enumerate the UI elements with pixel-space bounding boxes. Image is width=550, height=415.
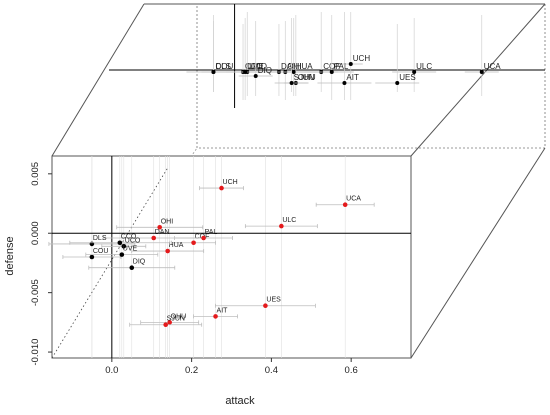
data-point-label: HUA	[169, 242, 184, 249]
top-point-label: COU	[215, 62, 233, 71]
box-frame	[51, 3, 546, 359]
diagonal-reference-line	[51, 167, 169, 359]
top-point	[479, 70, 484, 74]
data-point-label: DIQ	[133, 259, 146, 266]
box-edge-top-left	[51, 3, 145, 157]
axes: attack defense 0.0 0.2 0.4 0.6 0.005 0.000 -0.…	[4, 162, 358, 407]
y-tick-label: 0.005	[30, 162, 41, 186]
top-point-label: UES	[399, 73, 415, 82]
top-point-label: UCA	[484, 62, 502, 71]
data-point	[165, 248, 170, 254]
data-point	[263, 303, 268, 309]
top-point	[329, 70, 334, 74]
top-point	[291, 70, 296, 74]
x-tick-label: 0.2	[185, 365, 198, 376]
top-point-label: CCO	[245, 62, 263, 71]
x-tick-label: 0.6	[345, 365, 358, 376]
data-point	[342, 202, 348, 208]
data-point	[89, 254, 95, 260]
top-point-label: OHI	[287, 62, 301, 71]
data-point	[117, 240, 123, 246]
x-tick-label: 0.0	[105, 365, 118, 376]
data-point-label: UCA	[346, 196, 361, 203]
front-panel: UCHUCAULCOHIDANCOFPALHUADLSCCOUCOCOUUVED…	[48, 156, 411, 359]
data-point-label: PAL	[205, 229, 218, 236]
top-point	[253, 74, 258, 78]
y-tick-label: 0.000	[30, 221, 41, 245]
data-point-label: UCH	[223, 179, 238, 186]
top-projection-panel: UCHUCAULCOHIDANCOFPALHUADLSCCOUCOCOUUVED…	[109, 4, 545, 108]
x-tick-label: 0.4	[265, 365, 278, 376]
x-axis-label: attack	[225, 395, 255, 407]
top-point-label: OHU	[298, 73, 316, 82]
top-point	[211, 70, 216, 74]
data-point	[119, 252, 125, 257]
data-point	[157, 224, 162, 230]
top-point-label: UCH	[353, 54, 371, 63]
data-point	[213, 314, 218, 319]
data-point-label: ULC	[282, 217, 296, 224]
top-point-label: DAN	[281, 62, 298, 71]
data-point-label: UES	[266, 297, 281, 304]
data-point-label: DAN	[155, 229, 170, 236]
top-point-label: PAL	[334, 62, 349, 71]
box-edge-top-right	[410, 3, 546, 157]
data-point-label: UCO	[125, 237, 141, 244]
data-point	[219, 185, 224, 191]
top-point	[289, 81, 294, 85]
data-point-label: COU	[93, 248, 109, 255]
data-point-label: CCO	[121, 234, 137, 241]
data-point-label: OHI	[161, 218, 174, 225]
top-point-label: DIQ	[258, 66, 272, 75]
data-point	[167, 320, 172, 325]
top-point-label: HUA	[296, 62, 314, 71]
data-point	[163, 322, 168, 328]
top-point	[348, 62, 353, 66]
data-point-label: UVE	[123, 246, 138, 253]
data-point	[279, 223, 284, 229]
data-point-label: DLS	[93, 235, 107, 242]
data-point-label: SJUN	[167, 316, 185, 323]
top-point	[342, 81, 347, 85]
top-point	[412, 70, 417, 74]
top-point	[395, 81, 400, 85]
data-point	[201, 235, 206, 241]
top-point-label: UCO	[249, 62, 267, 71]
top-point-label: DLS	[215, 62, 231, 71]
y-axis-label: defense	[4, 236, 16, 275]
box-edge-bottom-right	[410, 147, 546, 359]
data-point	[89, 241, 95, 247]
data-point-label: AIT	[217, 307, 229, 314]
data-point-label: OHU	[171, 313, 187, 320]
data-point	[121, 244, 127, 249]
data-point	[151, 235, 157, 241]
top-point	[243, 70, 248, 74]
top-point-label: SJUN	[294, 73, 315, 82]
y-tick-label: -0.010	[30, 339, 41, 366]
top-point-label: AIT	[346, 73, 359, 82]
top-point-label: ULC	[416, 62, 432, 71]
y-tick-label: -0.005	[30, 279, 41, 306]
data-point	[191, 240, 196, 246]
data-point	[129, 265, 135, 270]
